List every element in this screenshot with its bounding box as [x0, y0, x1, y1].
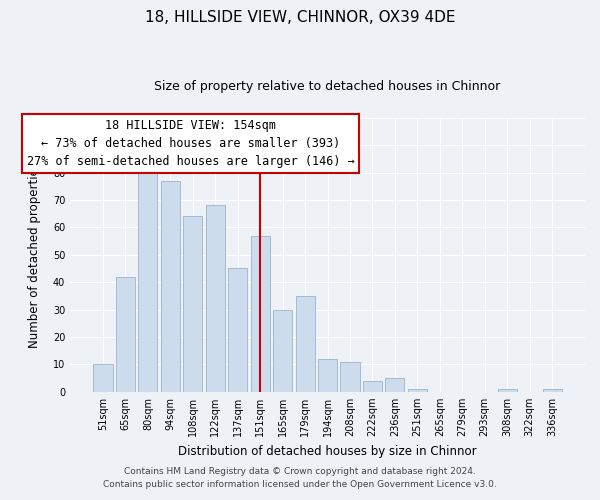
Bar — [206, 206, 225, 392]
Text: 18 HILLSIDE VIEW: 154sqm
← 73% of detached houses are smaller (393)
27% of semi-: 18 HILLSIDE VIEW: 154sqm ← 73% of detach… — [26, 119, 355, 168]
Bar — [296, 296, 314, 392]
Bar — [363, 381, 382, 392]
Bar — [273, 310, 292, 392]
Bar — [542, 389, 562, 392]
Bar — [161, 181, 180, 392]
Bar — [94, 364, 113, 392]
Text: Contains HM Land Registry data © Crown copyright and database right 2024.
Contai: Contains HM Land Registry data © Crown c… — [103, 468, 497, 489]
Bar — [408, 389, 427, 392]
Bar — [385, 378, 404, 392]
Title: Size of property relative to detached houses in Chinnor: Size of property relative to detached ho… — [154, 80, 500, 93]
Bar — [251, 236, 270, 392]
Bar — [340, 362, 359, 392]
Bar — [183, 216, 202, 392]
Bar — [139, 170, 157, 392]
X-axis label: Distribution of detached houses by size in Chinnor: Distribution of detached houses by size … — [178, 444, 477, 458]
Bar — [228, 268, 247, 392]
Bar — [116, 276, 135, 392]
Y-axis label: Number of detached properties: Number of detached properties — [28, 162, 41, 348]
Text: 18, HILLSIDE VIEW, CHINNOR, OX39 4DE: 18, HILLSIDE VIEW, CHINNOR, OX39 4DE — [145, 10, 455, 25]
Bar — [497, 389, 517, 392]
Bar — [318, 359, 337, 392]
